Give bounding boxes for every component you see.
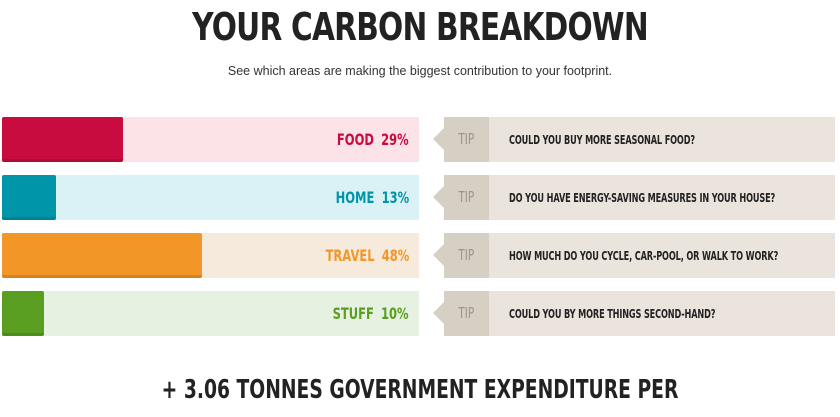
tip-text: HOW MUCH DO YOU CYCLE, CAR-POOL, OR WALK… — [489, 233, 835, 278]
category-percent: 10% — [381, 304, 409, 323]
bar-track-stuff: STUFF 10% — [2, 291, 419, 336]
tip-tag: TIP — [444, 291, 489, 336]
bar-fill-home — [2, 175, 56, 220]
tip-text: COULD YOU BY MORE THINGS SECOND-HAND? — [489, 291, 835, 336]
tip-stuff: TIP COULD YOU BY MORE THINGS SECOND-HAND… — [433, 291, 835, 336]
tip-text: COULD YOU BUY MORE SEASONAL FOOD? — [489, 117, 835, 162]
government-expenditure-note: + 3.06 TONNES GOVERNMENT EXPENDITURE PER… — [161, 375, 679, 417]
bar-label-home: HOME 13% — [335, 175, 409, 220]
tip-tag: TIP — [444, 117, 489, 162]
tip-tag: TIP — [444, 233, 489, 278]
category-row-stuff: STUFF 10% TIP COULD YOU BY MORE THINGS SE… — [0, 291, 840, 336]
tip-food: TIP COULD YOU BUY MORE SEASONAL FOOD? — [433, 117, 835, 162]
category-percent: 48% — [381, 246, 409, 265]
tip-arrow-icon — [433, 244, 444, 266]
tip-tag: TIP — [444, 175, 489, 220]
tip-arrow-icon — [433, 302, 444, 324]
category-name: TRAVEL — [325, 246, 375, 265]
category-row-travel: TRAVEL 48% TIP HOW MUCH DO YOU CYCLE, CAR… — [0, 233, 840, 278]
tip-arrow-icon — [433, 186, 444, 208]
category-name: STUFF — [332, 304, 375, 323]
tip-text: DO YOU HAVE ENERGY-SAVING MEASURES IN YO… — [489, 175, 835, 220]
tip-home: TIP DO YOU HAVE ENERGY-SAVING MEASURES I… — [433, 175, 835, 220]
bar-track-travel: TRAVEL 48% — [2, 233, 419, 278]
page-subtitle: See which areas are making the biggest c… — [227, 64, 613, 78]
category-row-home: HOME 13% TIP DO YOU HAVE ENERGY-SAVING ME… — [0, 175, 840, 220]
bar-fill-food — [2, 117, 123, 162]
bar-track-food: FOOD 29% — [2, 117, 419, 162]
bar-track-home: HOME 13% — [2, 175, 419, 220]
category-name: FOOD — [337, 130, 375, 149]
page-title: YOUR CARBON BREAKDOWN — [192, 5, 649, 49]
category-name: HOME — [335, 188, 375, 207]
tip-travel: TIP HOW MUCH DO YOU CYCLE, CAR-POOL, OR … — [433, 233, 835, 278]
bar-label-travel: TRAVEL 48% — [325, 233, 409, 278]
bar-fill-stuff — [2, 291, 44, 336]
category-percent: 29% — [381, 130, 409, 149]
category-percent: 13% — [381, 188, 409, 207]
bar-label-stuff: STUFF 10% — [333, 291, 409, 336]
bar-fill-travel — [2, 233, 202, 278]
bar-label-food: FOOD 29% — [337, 117, 409, 162]
category-row-food: FOOD 29% TIP COULD YOU BUY MORE SEASONAL … — [0, 117, 840, 162]
tip-arrow-icon — [433, 128, 444, 150]
